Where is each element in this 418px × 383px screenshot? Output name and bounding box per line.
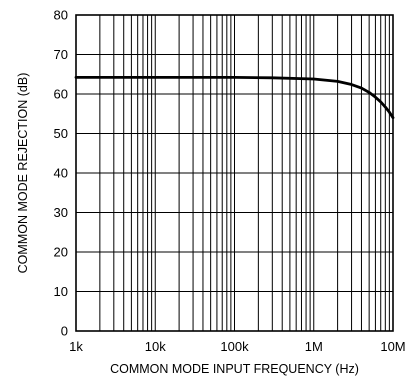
y-tick-label: 60 — [54, 87, 68, 102]
y-tick-label: 70 — [54, 47, 68, 62]
y-tick-label: 50 — [54, 126, 68, 141]
tick-labels: 0 10 20 30 40 50 60 70 80 1k 10k 100k 1M 10M — [54, 8, 406, 355]
series-line-cmr — [74, 76, 395, 120]
plot-frame — [75, 14, 394, 332]
grid — [76, 15, 393, 331]
y-tick-label: 20 — [54, 245, 68, 260]
y-tick-label: 10 — [54, 284, 68, 299]
y-tick-label: 0 — [61, 324, 68, 339]
y-axis-title: COMMON MODE REJECTION (dB) — [16, 73, 30, 274]
x-tick-label: 1k — [69, 339, 83, 354]
x-tick-label: 100k — [220, 339, 249, 354]
y-tick-label: 30 — [54, 205, 68, 220]
y-tick-label: 80 — [54, 8, 68, 23]
x-tick-label: 1M — [305, 339, 323, 354]
x-tick-label: 10M — [380, 339, 405, 354]
y-tick-label: 40 — [54, 166, 68, 181]
x-axis-title: COMMON MODE INPUT FREQUENCY (Hz) — [110, 362, 359, 376]
x-tick-label: 10k — [145, 339, 166, 354]
